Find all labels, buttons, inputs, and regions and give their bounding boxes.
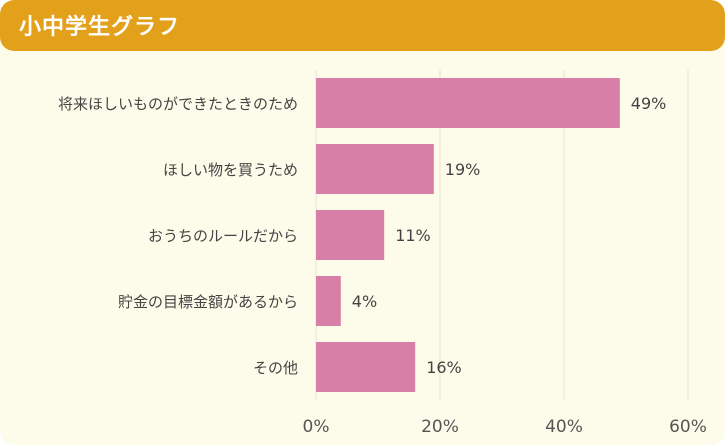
chart-title: 小中学生グラフ bbox=[19, 15, 181, 40]
value-labels: 49% 19% 11% 4% 16% bbox=[352, 94, 667, 377]
x-tick-label: 0% bbox=[303, 417, 330, 437]
x-tick-label: 40% bbox=[545, 417, 583, 437]
bar bbox=[316, 210, 385, 260]
x-axis-ticks: 0% 20% 40% 60% bbox=[303, 417, 707, 437]
chart-header: 小中学生グラフ bbox=[0, 0, 725, 51]
value-label: 49% bbox=[631, 94, 667, 113]
category-label: 貯金の目標金額があるから bbox=[118, 293, 298, 311]
category-label: 将来ほしいものができたときのため bbox=[58, 95, 298, 113]
value-label: 19% bbox=[445, 160, 481, 179]
x-tick-label: 60% bbox=[669, 417, 707, 437]
bar bbox=[316, 78, 620, 128]
bar bbox=[316, 342, 416, 392]
bar bbox=[316, 144, 434, 194]
category-labels: 将来ほしいものができたときのためほしい物を買うためおうちのルールだから貯金の目標… bbox=[58, 95, 298, 377]
value-label: 16% bbox=[426, 358, 462, 377]
category-label: ほしい物を買うため bbox=[163, 161, 298, 179]
value-label: 4% bbox=[352, 292, 377, 311]
value-label: 11% bbox=[395, 226, 431, 245]
category-label: おうちのルールだから bbox=[148, 227, 298, 245]
x-tick-label: 20% bbox=[421, 417, 459, 437]
bar bbox=[316, 276, 341, 326]
category-label: その他 bbox=[253, 359, 298, 377]
bars bbox=[316, 78, 620, 392]
